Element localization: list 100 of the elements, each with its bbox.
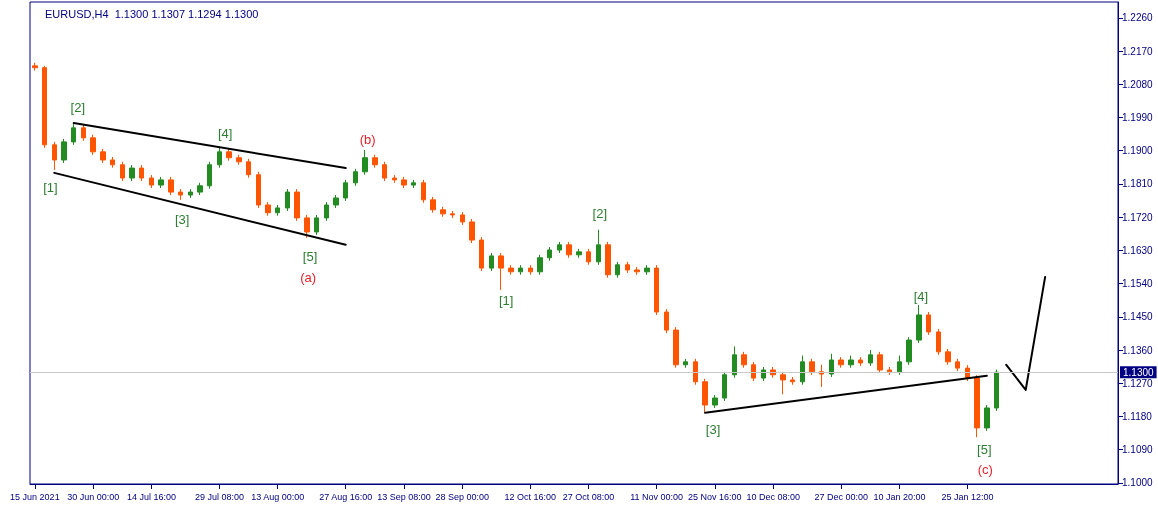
candlestick: [362, 149, 368, 176]
y-tick-label: 1.1000: [1122, 477, 1154, 489]
candlestick: [936, 328, 941, 356]
candlestick: [741, 351, 747, 369]
annotation: [5]: [302, 248, 318, 264]
x-tick-label: 14 Jul 16:00: [126, 491, 176, 502]
y-tick-label: 1.1900: [1122, 145, 1154, 157]
candlestick: [32, 62, 38, 72]
candlestick: [139, 164, 144, 182]
x-tick-label: 15 Jun 2021: [10, 491, 60, 502]
candlestick: [576, 248, 582, 259]
candlestick: [780, 371, 786, 395]
candlestick: [217, 147, 222, 169]
candlestick: [858, 356, 863, 367]
y-tick-label: 1.1180: [1122, 410, 1153, 422]
candlestick: [906, 336, 912, 366]
candlestick: [722, 371, 727, 402]
x-tick-label: 25 Nov 16:00: [688, 491, 742, 502]
candlestick: [683, 358, 688, 369]
candlestick: [945, 348, 951, 366]
x-tick-label: 29 Jul 08:00: [194, 491, 244, 502]
candlestick: [392, 174, 397, 184]
candlestick: [557, 241, 562, 254]
candlestick: [168, 176, 174, 196]
y-tick-label: 1.1540: [1122, 278, 1154, 290]
candlestick: [304, 214, 310, 239]
candlestick: [732, 345, 737, 379]
candlestick: [333, 194, 339, 209]
candlestick: [382, 161, 387, 182]
candlestick: [644, 264, 650, 276]
candlestick: [294, 188, 300, 222]
annotation: [4]: [217, 125, 233, 141]
candlestick: [479, 236, 484, 272]
candlestick: [129, 164, 135, 182]
candlestick: [508, 264, 514, 276]
candlestick: [411, 179, 416, 189]
candlestick: [275, 204, 280, 217]
candlestick: [809, 358, 815, 376]
candlestick: [586, 248, 591, 266]
candlestick: [372, 154, 378, 169]
candlestick: [81, 124, 86, 142]
candlestick: [829, 353, 834, 378]
y-tick-label: 1.1450: [1122, 311, 1154, 323]
candlestick: [149, 174, 154, 189]
candlestick: [868, 349, 873, 367]
candlestick: [158, 176, 164, 189]
candlestick: [926, 311, 931, 336]
candlestick: [887, 366, 892, 376]
candlestick: [100, 148, 106, 164]
candlestick: [625, 261, 630, 274]
candlestick: [197, 182, 203, 196]
x-tick-label: 27 Aug 16:00: [319, 491, 373, 502]
candlestick: [256, 171, 261, 209]
x-tick-label: 28 Sep 00:00: [435, 491, 490, 502]
y-tick-label: 1.1090: [1122, 444, 1154, 456]
candlestick: [566, 241, 572, 259]
candlestick: [90, 134, 96, 156]
candlestick: [314, 214, 319, 236]
y-tick-label: 1.2080: [1122, 78, 1154, 90]
y-tick-label: 1.1270: [1122, 377, 1154, 389]
candlestick: [537, 254, 543, 276]
y-tick-label: 1.2170: [1122, 45, 1154, 57]
y-tick-label: 1.2260: [1122, 12, 1154, 24]
x-tick-label: 13 Aug 00:00: [251, 491, 305, 502]
candlestick: [800, 355, 805, 386]
annotation: (a): [300, 269, 317, 285]
candlestick: [265, 201, 271, 217]
annotation: [2]: [592, 205, 608, 221]
candlestick: [790, 376, 795, 386]
candlestick: [440, 206, 446, 218]
candlestick: [110, 156, 115, 169]
candlestick: [673, 326, 679, 369]
candlestick: [52, 141, 57, 171]
x-tick-label: 25 Jan 12:00: [941, 491, 994, 502]
candlestick: [596, 229, 601, 266]
candlestick: [518, 264, 523, 276]
candlestick: [343, 179, 348, 202]
candlestick: [207, 161, 212, 190]
candlestick: [236, 154, 242, 166]
candlestick: [838, 356, 844, 369]
candlestick: [984, 404, 990, 432]
candlestick: [693, 358, 698, 386]
candlestick: [450, 210, 455, 219]
candlestick: [246, 158, 251, 179]
candlestick: [955, 358, 960, 372]
y-tick-label: 1.1360: [1122, 344, 1154, 356]
x-tick-label: 13 Sep 08:00: [377, 491, 431, 502]
candlestick: [469, 218, 475, 244]
candlestick: [916, 304, 922, 344]
candlestick: [897, 355, 902, 376]
y-tick-label: 1.1990: [1122, 112, 1154, 124]
annotation: (b): [359, 131, 376, 147]
candlestick: [702, 378, 708, 414]
candlestick: [994, 369, 999, 412]
candlestick: [71, 122, 76, 146]
candlestick: [547, 246, 552, 262]
candlestick: [324, 201, 329, 222]
candlestick: [712, 394, 718, 409]
ref-line-label: 1.1300: [1123, 366, 1155, 378]
candlestick: [285, 188, 290, 212]
